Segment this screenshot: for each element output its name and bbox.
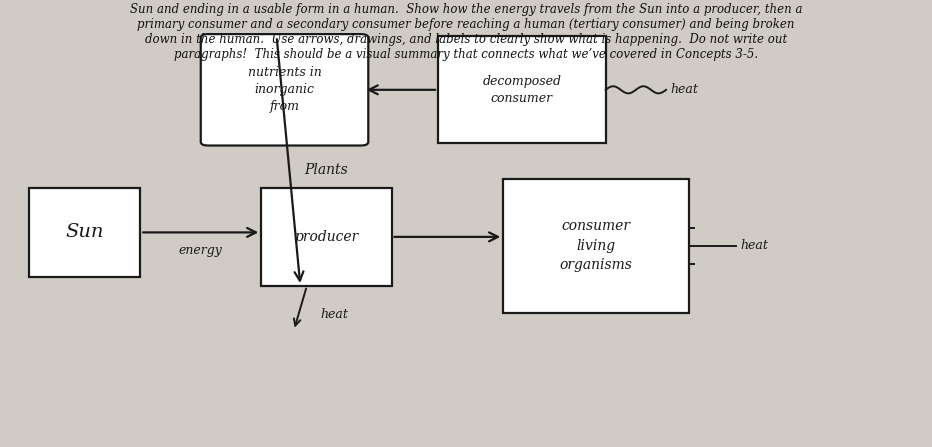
FancyBboxPatch shape (503, 179, 690, 312)
Text: heat: heat (741, 239, 768, 252)
Text: nutrients in
inorganic
from: nutrients in inorganic from (248, 66, 322, 114)
Text: Sun: Sun (65, 224, 103, 241)
Text: consumer
living
organisms: consumer living organisms (560, 219, 633, 272)
Text: decomposed
consumer: decomposed consumer (483, 75, 561, 105)
Text: heat: heat (320, 308, 348, 321)
FancyBboxPatch shape (261, 188, 391, 286)
Text: energy: energy (179, 244, 223, 257)
Text: Plants: Plants (305, 163, 349, 177)
FancyBboxPatch shape (200, 34, 368, 146)
FancyBboxPatch shape (438, 36, 606, 143)
Text: Sun and ending in a usable form in a human.  Show how the energy travels from th: Sun and ending in a usable form in a hum… (130, 3, 802, 61)
Text: heat: heat (671, 83, 699, 96)
FancyBboxPatch shape (29, 188, 141, 277)
Text: producer: producer (295, 230, 359, 244)
